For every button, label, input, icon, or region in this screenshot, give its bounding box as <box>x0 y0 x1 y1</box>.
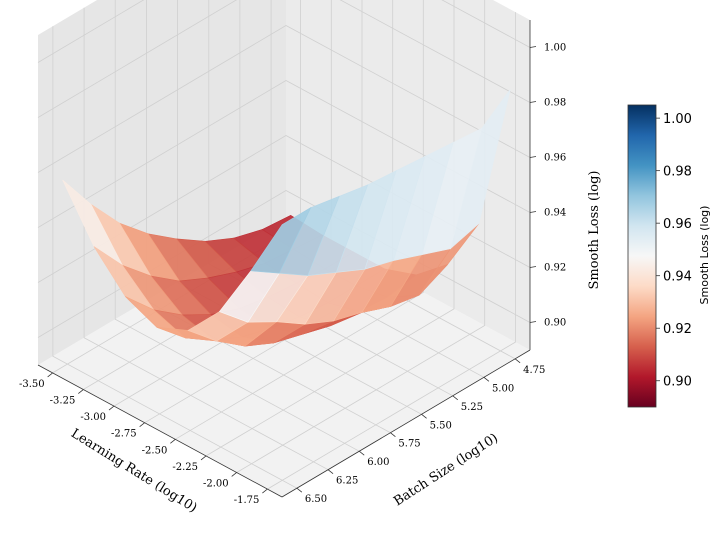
x-tick-label: -3.50 <box>19 379 45 390</box>
x-tick-label: -2.50 <box>142 445 168 456</box>
back-right-pane <box>38 0 286 365</box>
colorbar-tick-label: 0.96 <box>663 217 692 232</box>
colorbar-tick-label: 0.94 <box>663 270 692 285</box>
y-tick <box>358 450 365 456</box>
colorbar: 0.90 0.92 0.94 0.96 0.98 1.00 <box>627 104 692 408</box>
x-tick <box>200 455 207 461</box>
colorbar-tick-label: 0.92 <box>663 322 692 337</box>
x-tick <box>47 372 53 378</box>
gridline-z <box>37 0 531 118</box>
z-tick-label: 0.96 <box>544 153 566 164</box>
y-tick <box>483 376 490 382</box>
colorbar-label: Smooth Loss (log) <box>698 206 711 305</box>
z-tick-label: 0.90 <box>544 318 566 329</box>
x-tick <box>170 438 176 444</box>
y-tick-label: 5.50 <box>430 420 452 431</box>
axes-edges <box>37 20 531 498</box>
y-tick <box>514 358 521 364</box>
z-tick-label: 0.92 <box>544 263 566 274</box>
colorbar-tick-label: 1.00 <box>663 112 692 127</box>
gridline-z <box>37 25 531 173</box>
y-tick-label: 4.75 <box>523 365 545 376</box>
loss-surface <box>62 89 511 347</box>
gridline-x <box>205 0 455 457</box>
y-axis-line <box>281 349 531 498</box>
x-tick-label: -2.25 <box>172 462 198 473</box>
axis-ticks: -1.75 -2.00 -2.25 -2.50 -2.75 -3.00 -3.25 -3.50… <box>19 43 566 507</box>
z-tick <box>529 211 537 213</box>
x-tick-label: -3.25 <box>50 396 76 407</box>
z-tick-label: 1.00 <box>544 43 566 54</box>
y-tick <box>452 395 459 401</box>
x-tick-label: -2.00 <box>203 478 229 489</box>
y-tick <box>327 469 334 475</box>
z-tick <box>529 266 537 268</box>
x-tick-label: -3.00 <box>80 412 106 423</box>
z-axis-label: Smooth Loss (log) <box>587 171 602 290</box>
colorbar-tick-label: 0.90 <box>663 375 692 390</box>
z-tick-label: 0.94 <box>544 208 566 219</box>
y-tick-label: 6.50 <box>305 494 327 505</box>
colorbar-tick-label: 0.98 <box>663 165 692 180</box>
y-tick-label: 5.25 <box>461 402 483 413</box>
x-tick <box>108 405 115 411</box>
gridline-x <box>236 0 486 473</box>
y-tick-label: 6.25 <box>336 476 358 487</box>
y-tick <box>296 487 303 493</box>
z-tick <box>529 46 537 48</box>
z-tick <box>529 101 537 103</box>
surface-facet <box>250 206 312 274</box>
y-tick-label: 6.00 <box>367 457 389 468</box>
x-tick-label: -1.75 <box>234 495 260 506</box>
x-tick <box>262 488 268 494</box>
x-axis-line <box>37 364 283 498</box>
x-tick <box>78 389 84 394</box>
x-tick <box>231 472 237 477</box>
gridline-y <box>114 0 360 452</box>
y-tick-label: 5.00 <box>492 383 514 394</box>
x-tick-label: -2.75 <box>111 429 137 440</box>
y-tick <box>390 432 396 438</box>
x-tick <box>139 422 145 428</box>
gridline-z <box>37 0 531 63</box>
colorbar-fill <box>627 104 657 408</box>
gridline-x <box>267 12 516 490</box>
gridline-y <box>52 26 298 489</box>
y-tick <box>421 413 427 419</box>
z-tick <box>529 156 537 158</box>
z-tick-label: 0.98 <box>544 98 566 109</box>
gridline-x <box>175 0 424 440</box>
z-tick <box>529 321 537 323</box>
y-tick-label: 5.75 <box>398 439 420 450</box>
gridline-y <box>83 7 329 471</box>
